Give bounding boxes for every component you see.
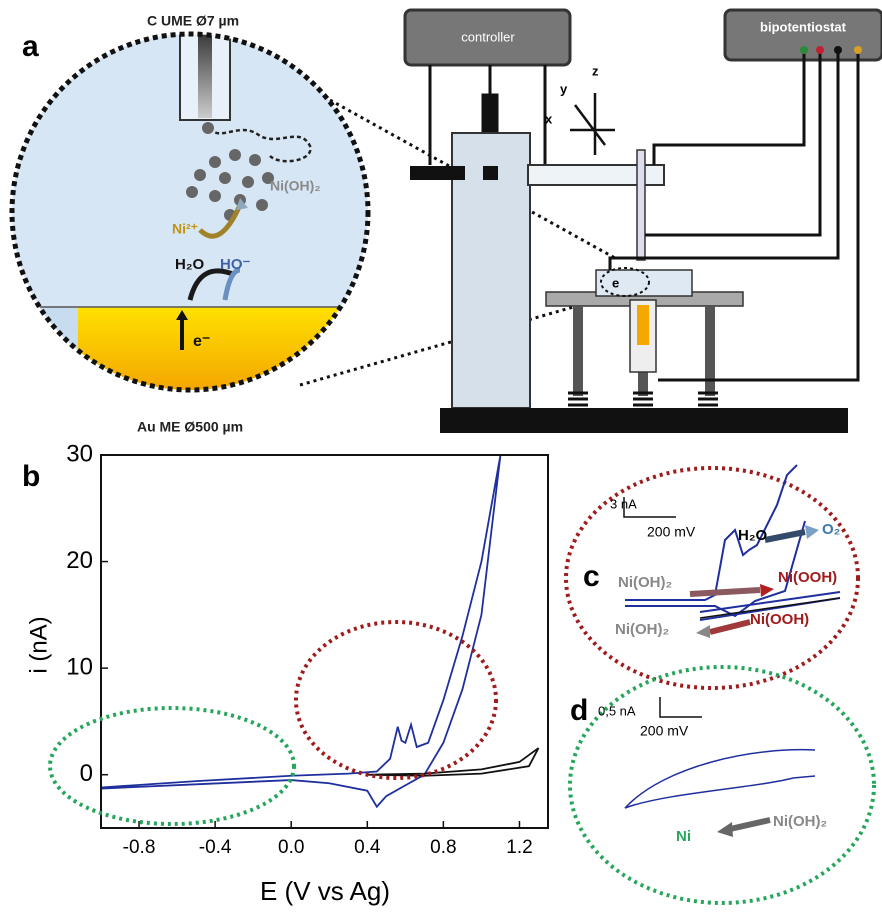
x-tick-label: 0.0: [278, 837, 304, 858]
controller-label: controller: [461, 29, 515, 44]
tip-core: [198, 34, 212, 118]
panel-label: d: [570, 694, 588, 727]
plot: -0.8 -0.4 0.0 0.4 0.8 1.2 0 10 20 30: [66, 440, 540, 858]
panel-label: c: [583, 560, 600, 593]
plot-frame: [100, 454, 549, 829]
oxygen: O₂: [822, 521, 840, 538]
y-tick-label: 10: [66, 653, 93, 680]
zoom-circle: [12, 34, 368, 390]
highlight-d: [48, 706, 296, 826]
tip-label: C UME Ø7 µm: [147, 13, 239, 29]
cv-curve: [100, 454, 502, 809]
red-product: Ni(OH)₂: [615, 621, 669, 638]
electron: e⁻: [193, 333, 210, 350]
axis-y-label: y: [560, 81, 568, 96]
axis-z-label: z: [592, 63, 599, 78]
x-tick-label: 0.4: [354, 837, 381, 858]
y-tick-label: 0: [80, 760, 93, 787]
x-tick-label: 0.8: [430, 837, 456, 858]
scale-current: 0,5 nA: [598, 703, 636, 718]
x-axis-title: E (V vs Ag): [260, 876, 390, 906]
water: H₂O: [175, 256, 204, 273]
axis-x-label: x: [545, 111, 553, 126]
metal: Ni: [676, 828, 691, 845]
panel-label: b: [22, 460, 40, 493]
gold-electrode: [78, 307, 342, 390]
cv-curve: [367, 747, 540, 777]
inset-c: c 3 nA 200 mV H₂O O₂ Ni(OH)₂ Ni(OOH) Ni(…: [564, 464, 860, 690]
hydroxide: HO⁻: [220, 256, 251, 273]
particles: [186, 122, 274, 221]
hydroxide: Ni(OH)₂: [773, 813, 827, 830]
ox-reactant: Ni(OH)₂: [618, 574, 672, 591]
bipotentiostat-label: bipotentiostat: [760, 19, 847, 34]
instrument: [403, 8, 882, 433]
red-reactant: Ni(OOH): [750, 611, 809, 628]
scale-potential: 200 mV: [647, 524, 696, 540]
scale-current: 3 nA: [610, 496, 637, 511]
x-tick-label: 1.2: [506, 837, 532, 858]
y-axis-title: i (nA): [25, 616, 52, 673]
y-tick-label: 30: [66, 440, 93, 467]
electrode-label: Au ME Ø500 µm: [137, 419, 243, 435]
x-tick-label: -0.4: [199, 837, 232, 858]
product: Ni(OH)₂: [270, 178, 321, 194]
ion: Ni²⁺: [172, 221, 198, 237]
scale-potential: 200 mV: [640, 723, 689, 739]
water: H₂O: [738, 527, 767, 544]
highlight-c: [294, 620, 498, 780]
ox-product: Ni(OOH): [778, 569, 837, 586]
x-tick-label: -0.8: [123, 837, 156, 858]
cell-electron-label: e: [612, 275, 619, 290]
inset-d: d 0,5 nA 200 mV Ni Ni(OH)₂: [568, 665, 876, 905]
panel-label: a: [22, 30, 39, 63]
y-tick-label: 20: [66, 547, 93, 574]
